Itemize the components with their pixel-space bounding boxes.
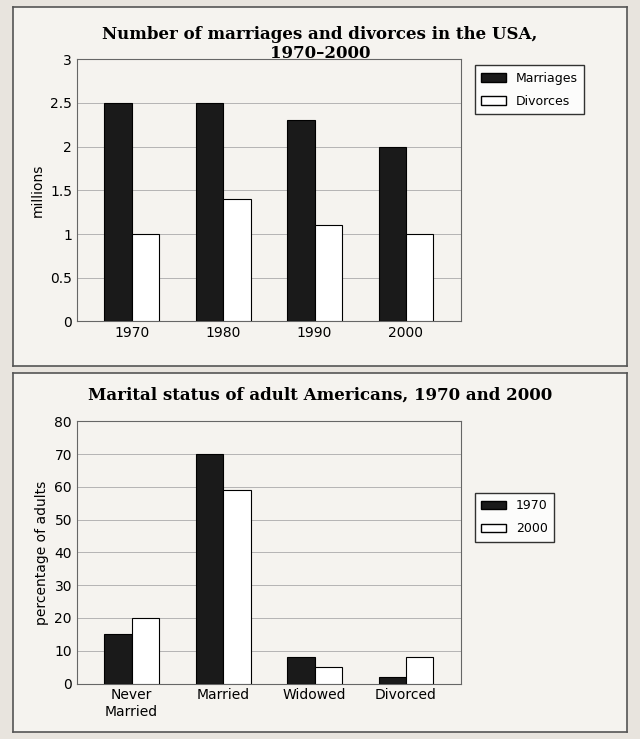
Y-axis label: millions: millions [30, 163, 44, 217]
Text: Marital status of adult Americans, 1970 and 2000: Marital status of adult Americans, 1970 … [88, 386, 552, 403]
Bar [132, 618, 159, 684]
Bar [287, 658, 314, 684]
Bar [287, 120, 314, 321]
Text: Number of marriages and divorces in the USA,
1970–2000: Number of marriages and divorces in the … [102, 26, 538, 63]
Bar [406, 658, 433, 684]
Bar [104, 634, 132, 684]
Bar [223, 199, 250, 321]
Bar [314, 667, 342, 684]
Bar [378, 677, 406, 684]
Bar [223, 490, 250, 684]
Legend: Marriages, Divorces: Marriages, Divorces [475, 65, 584, 114]
Y-axis label: percentage of adults: percentage of adults [35, 480, 49, 624]
Bar [314, 225, 342, 321]
Legend: 1970, 2000: 1970, 2000 [475, 493, 554, 542]
Bar [378, 146, 406, 321]
Bar [132, 234, 159, 321]
Bar [406, 234, 433, 321]
Bar [104, 103, 132, 321]
Bar [196, 454, 223, 684]
Bar [196, 103, 223, 321]
